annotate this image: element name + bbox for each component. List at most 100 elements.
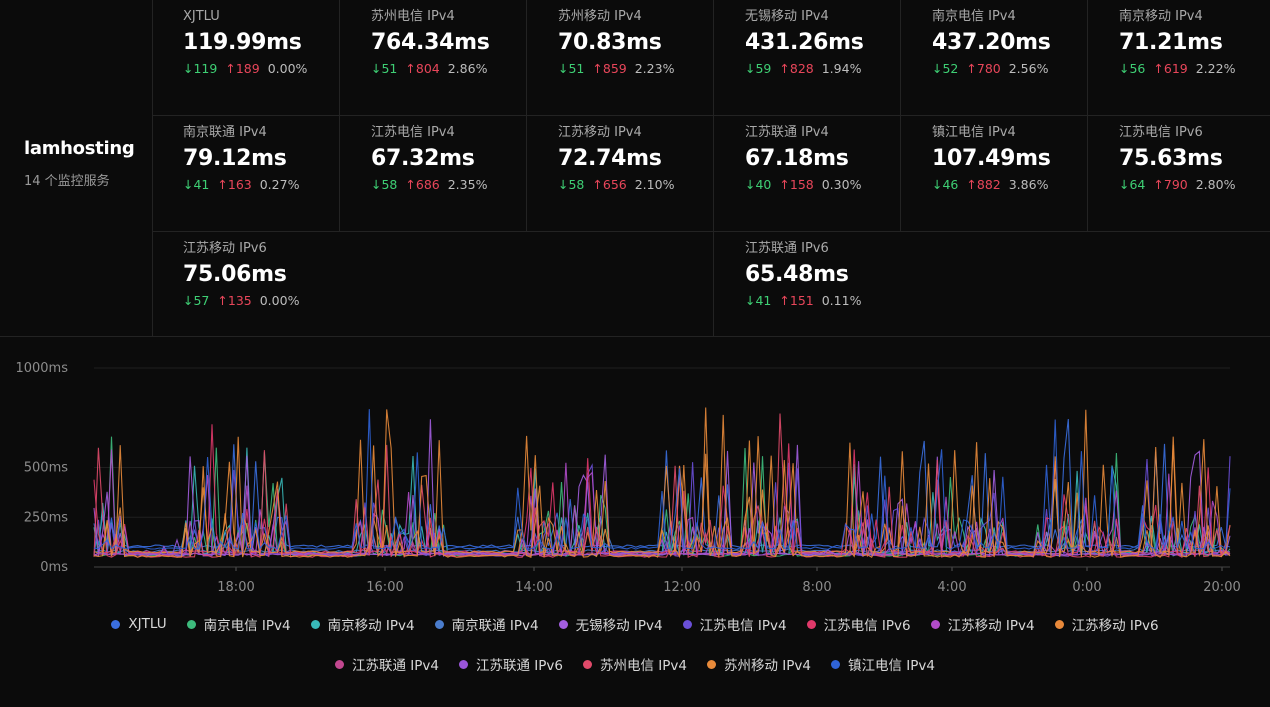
legend-label: 南京移动 IPv4	[327, 618, 415, 634]
monitor-latency: 79.12ms	[183, 146, 287, 171]
legend-item[interactable]: 江苏联通 IPv4	[335, 654, 439, 674]
monitor-card[interactable]: 江苏移动 IPv4 72.74ms ↓58 ↑656 2.10%	[527, 116, 714, 232]
max-latency: ↑780	[966, 61, 1001, 76]
monitor-card[interactable]: 江苏电信 IPv6 75.63ms ↓64 ↑790 2.80%	[1088, 116, 1270, 232]
monitor-name: 南京移动 IPv4	[1119, 9, 1203, 24]
min-latency: ↓41	[745, 293, 772, 308]
monitor-stats: ↓51 ↑859 2.23%	[558, 60, 713, 78]
monitor-stats: ↓57 ↑135 0.00%	[183, 292, 713, 310]
min-latency: ↓56	[1119, 61, 1146, 76]
max-latency: ↑158	[779, 177, 814, 192]
x-tick-label: 20:00	[1203, 580, 1240, 595]
max-latency: ↑151	[779, 293, 814, 308]
legend-label: 南京联通 IPv4	[451, 618, 539, 634]
packet-loss: 2.35%	[447, 177, 488, 192]
legend-label: 苏州移动 IPv4	[724, 658, 811, 674]
monitor-card[interactable]: 镇江电信 IPv4 107.49ms ↓46 ↑882 3.86%	[901, 116, 1088, 232]
monitor-stats: ↓41 ↑163 0.27%	[183, 176, 339, 194]
legend-color-icon	[831, 659, 840, 669]
monitor-card[interactable]: 江苏联通 IPv4 67.18ms ↓40 ↑158 0.30%	[714, 116, 901, 232]
monitor-stats: ↓58 ↑656 2.10%	[558, 176, 713, 194]
x-axis-ticks: 18:00 16:00 14:00 12:00 8:00 4:00 0:00 20:00	[94, 566, 1241, 595]
monitor-stats: ↓40 ↑158 0.30%	[745, 176, 900, 194]
monitor-card[interactable]: 江苏电信 IPv4 67.32ms ↓58 ↑686 2.35%	[340, 116, 527, 232]
legend-color-icon	[310, 619, 320, 629]
legend-color-icon	[558, 619, 568, 629]
monitor-name: 江苏联通 IPv6	[745, 241, 829, 256]
series-line	[93, 409, 1231, 552]
monitor-name: 江苏电信 IPv4	[371, 125, 455, 140]
monitor-stats: ↓64 ↑790 2.80%	[1119, 176, 1270, 194]
monitor-name: 无锡移动 IPv4	[745, 9, 829, 24]
monitor-card[interactable]: 南京移动 IPv4 71.21ms ↓56 ↑619 2.22%	[1088, 0, 1270, 116]
legend-item[interactable]: 苏州电信 IPv4	[583, 654, 687, 674]
legend-item[interactable]: 江苏联通 IPv6	[459, 654, 563, 674]
max-latency: ↑163	[217, 177, 252, 192]
y-tick-label: 0ms	[40, 560, 68, 575]
monitor-name: 南京电信 IPv4	[932, 9, 1016, 24]
legend-item[interactable]: 南京移动 IPv4	[310, 614, 415, 634]
packet-loss: 2.10%	[634, 177, 675, 192]
monitor-card[interactable]: 南京联通 IPv4 79.12ms ↓41 ↑163 0.27%	[152, 116, 340, 232]
monitor-card[interactable]: 江苏联通 IPv6 65.48ms ↓41 ↑151 0.11%	[714, 232, 1270, 336]
x-tick-label: 12:00	[663, 580, 700, 595]
max-latency: ↑882	[966, 177, 1001, 192]
monitor-latency: 70.83ms	[558, 30, 662, 55]
legend-item[interactable]: 江苏移动 IPv6	[1054, 614, 1159, 634]
legend-item[interactable]: 无锡移动 IPv4	[558, 614, 663, 634]
monitor-card[interactable]: 苏州电信 IPv4 764.34ms ↓51 ↑804 2.86%	[340, 0, 527, 116]
legend-color-icon	[930, 619, 940, 629]
legend-item[interactable]: XJTLU	[111, 616, 167, 632]
y-tick-label: 500ms	[24, 461, 68, 476]
legend-item[interactable]: 南京联通 IPv4	[434, 614, 539, 634]
legend-item[interactable]: 镇江电信 IPv4	[831, 654, 935, 674]
legend-color-icon	[806, 619, 816, 629]
legend-label: 无锡移动 IPv4	[575, 618, 663, 634]
legend-label: XJTLU	[128, 616, 167, 632]
min-latency: ↓51	[558, 61, 585, 76]
legend-item[interactable]: 南京电信 IPv4	[186, 614, 291, 634]
legend-item[interactable]: 江苏移动 IPv4	[930, 614, 1035, 634]
monitor-summary: lamhosting 14 个监控服务 XJTLU 119.99ms ↓119 ↑18…	[0, 0, 1270, 337]
monitor-name: 江苏移动 IPv6	[183, 241, 267, 256]
legend-color-icon	[682, 619, 692, 629]
y-tick-label: 1000ms	[15, 361, 68, 376]
series-line	[93, 409, 1231, 559]
monitor-stats: ↓41 ↑151 0.11%	[745, 292, 1270, 310]
packet-loss: 2.23%	[634, 61, 675, 76]
monitor-latency: 71.21ms	[1119, 30, 1223, 55]
legend-item[interactable]: 苏州移动 IPv4	[707, 654, 811, 674]
legend-row: 江苏联通 IPv4 江苏联通 IPv6 苏州电信 IPv4 苏州移动 IPv4 镇江电信…	[0, 650, 1270, 678]
x-tick-label: 14:00	[515, 580, 552, 595]
min-latency: ↓40	[745, 177, 772, 192]
monitor-name: 南京联通 IPv4	[183, 125, 267, 140]
host-name: lamhosting	[24, 138, 135, 159]
monitor-card[interactable]: 无锡移动 IPv4 431.26ms ↓59 ↑828 1.94%	[714, 0, 901, 116]
monitor-latency: 107.49ms	[932, 146, 1051, 171]
monitor-card[interactable]: 南京电信 IPv4 437.20ms ↓52 ↑780 2.56%	[901, 0, 1088, 116]
monitor-card[interactable]: 苏州移动 IPv4 70.83ms ↓51 ↑859 2.23%	[527, 0, 714, 116]
monitor-stats: ↓52 ↑780 2.56%	[932, 60, 1087, 78]
legend-label: 江苏联通 IPv4	[352, 658, 439, 674]
monitor-card[interactable]: XJTLU 119.99ms ↓119 ↑189 0.00%	[152, 0, 340, 116]
series-line	[93, 413, 1231, 559]
monitor-latency: 75.06ms	[183, 262, 287, 287]
host-card: lamhosting 14 个监控服务	[0, 0, 153, 336]
monitor-name: 苏州移动 IPv4	[558, 9, 642, 24]
x-tick-label: 4:00	[937, 580, 966, 595]
packet-loss: 0.27%	[259, 177, 300, 192]
packet-loss: 2.22%	[1195, 61, 1236, 76]
min-latency: ↓119	[183, 61, 218, 76]
monitor-card[interactable]: 江苏移动 IPv6 75.06ms ↓57 ↑135 0.00%	[152, 232, 714, 336]
monitor-latency: 65.48ms	[745, 262, 849, 287]
legend-color-icon	[111, 619, 121, 629]
max-latency: ↑804	[405, 61, 440, 76]
min-latency: ↓52	[932, 61, 959, 76]
monitor-latency: 75.63ms	[1119, 146, 1223, 171]
legend-item[interactable]: 江苏电信 IPv6	[806, 614, 911, 634]
legend-item[interactable]: 江苏电信 IPv4	[682, 614, 787, 634]
packet-loss: 0.00%	[259, 293, 300, 308]
max-latency: ↑790	[1153, 177, 1188, 192]
min-latency: ↓57	[183, 293, 210, 308]
legend-label: 镇江电信 IPv4	[848, 658, 935, 674]
